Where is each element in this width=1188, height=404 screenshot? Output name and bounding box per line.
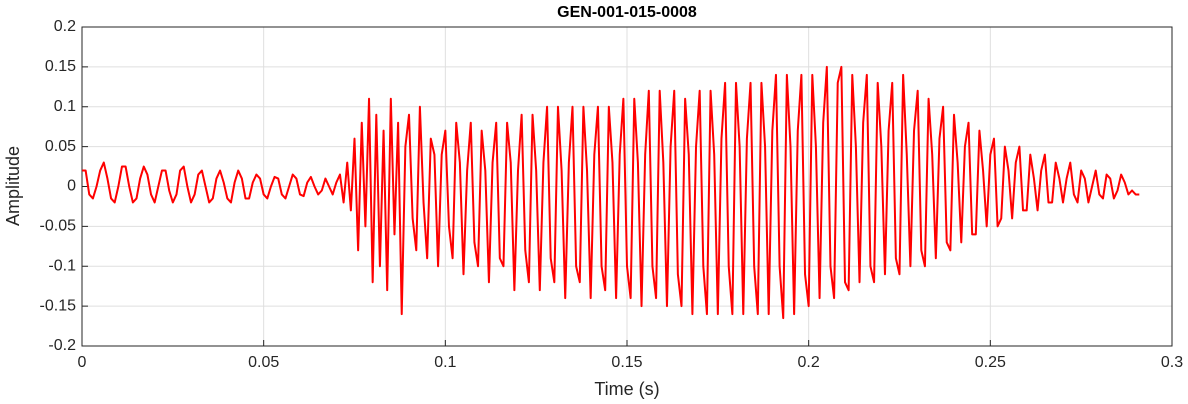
x-axis-label: Time (s) bbox=[594, 379, 659, 399]
y-tick-label: -0.05 bbox=[40, 218, 77, 235]
y-tick-label: 0.05 bbox=[45, 138, 76, 155]
x-tick-label: 0 bbox=[78, 354, 87, 371]
y-tick-label: 0.2 bbox=[54, 18, 76, 35]
plot-frame bbox=[81, 26, 1173, 347]
y-tick-label: 0.15 bbox=[45, 58, 76, 75]
y-tick-label: 0.1 bbox=[54, 98, 76, 115]
x-tick-label: 0.15 bbox=[611, 354, 642, 371]
x-tick-label: 0.1 bbox=[434, 354, 456, 371]
x-tick-label: 0.2 bbox=[798, 354, 820, 371]
chart-title: GEN-001-015-0008 bbox=[557, 4, 697, 21]
y-axis-label: Amplitude bbox=[3, 146, 23, 226]
y-tick-label: -0.1 bbox=[48, 257, 76, 274]
x-tick-label: 0.05 bbox=[248, 354, 279, 371]
waveform-line bbox=[82, 65, 1140, 320]
x-tick-label: 0.25 bbox=[975, 354, 1006, 371]
x-tick-label: 0.3 bbox=[1161, 354, 1183, 371]
y-tick-label: 0 bbox=[67, 178, 76, 195]
y-tick-label: -0.15 bbox=[40, 297, 77, 314]
y-tick-label: -0.2 bbox=[48, 337, 76, 354]
